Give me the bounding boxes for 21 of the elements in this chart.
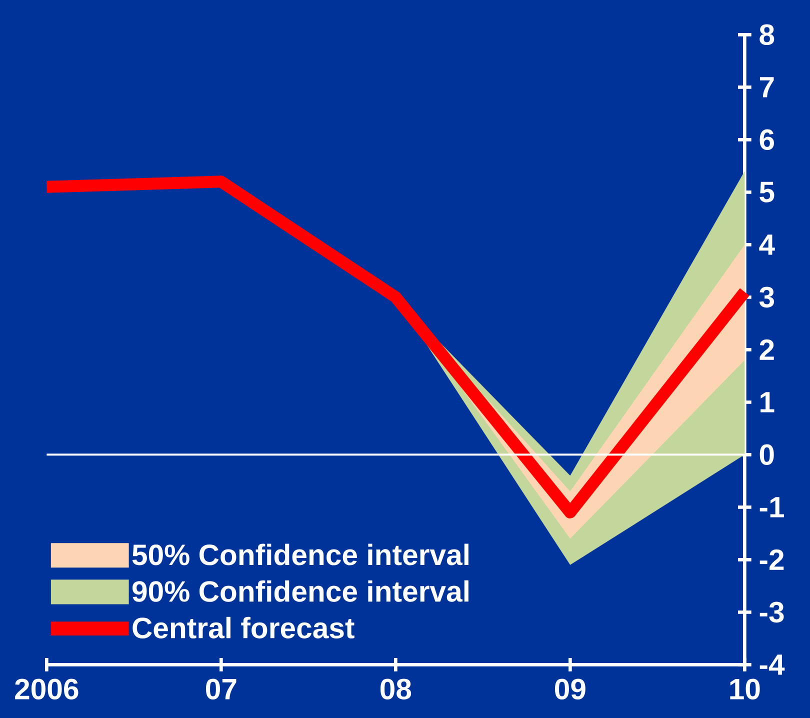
y-tick-label: 6 bbox=[760, 129, 774, 150]
y-tick-label: 3 bbox=[759, 286, 774, 308]
legend-label: 90% Confidence interval bbox=[132, 580, 468, 602]
x-tick-label: 08 bbox=[380, 678, 412, 700]
x-tick-label: 07 bbox=[206, 678, 236, 700]
y-tick-label: 7 bbox=[760, 77, 774, 98]
legend-label: 50% Confidence interval bbox=[132, 544, 468, 566]
y-tick-label: 8 bbox=[760, 24, 774, 46]
y-tick-label: 0 bbox=[760, 444, 774, 466]
y-tick-label: -3 bbox=[760, 602, 784, 623]
y-tick-label: -4 bbox=[760, 654, 785, 675]
y-tick-label: -1 bbox=[760, 497, 784, 518]
x-tick-label: 2006 bbox=[15, 678, 78, 700]
y-tick-label: 4 bbox=[759, 234, 775, 255]
y-tick-label: 5 bbox=[760, 182, 774, 202]
x-tick-label: 10 bbox=[730, 678, 760, 700]
y-tick-label: -2 bbox=[760, 549, 784, 570]
y-tick-label: 1 bbox=[760, 392, 774, 412]
x-tick-label: 09 bbox=[555, 678, 586, 700]
legend-label: Central forecast bbox=[132, 616, 354, 638]
y-tick-label: 2 bbox=[760, 339, 774, 360]
